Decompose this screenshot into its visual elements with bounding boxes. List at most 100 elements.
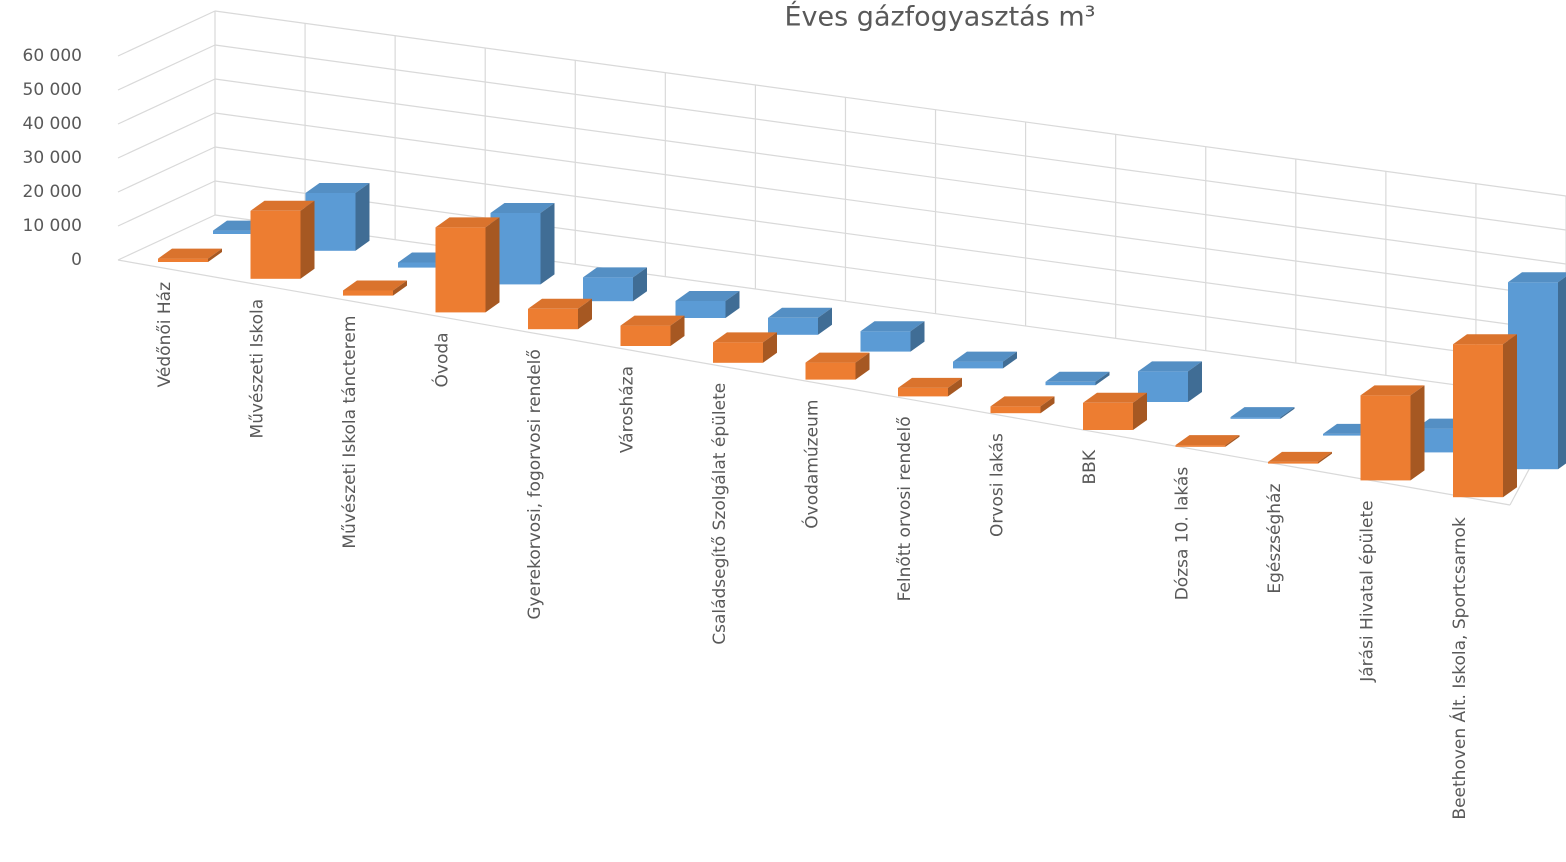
grid-line [117,214,216,261]
bar [768,307,832,335]
bar-top [528,298,592,309]
bar [898,377,962,397]
bar-top [1360,385,1425,396]
x-tick-label: Gyerekorvosi, fogorvosi rendelő [525,349,545,619]
bar-side [763,332,777,363]
bar-top [1453,334,1517,345]
bar-side [1225,435,1240,447]
bar-side [1318,451,1332,464]
bar-side [578,298,592,330]
bar-side [1410,385,1425,481]
bar-top [990,396,1055,407]
x-tick-label: Családsegítő Szolgálat épülete [710,383,730,645]
bar-front [1360,395,1411,481]
bar-side [1558,276,1566,470]
bar [1268,451,1332,464]
x-tick-label: BBK [1080,449,1100,484]
bar-front [860,331,911,352]
y-tick-label: 10 000 [23,216,82,236]
grid-line [117,146,216,193]
x-tick-label: Művészeti Iskola táncterem [340,316,360,549]
bar [1230,407,1295,419]
bar-side [485,217,500,313]
bar-top [953,351,1017,362]
bar [1453,334,1517,498]
y-tick-label: 0 [71,250,82,270]
bar-top [435,217,500,228]
bar-top [713,332,777,343]
bar-side [633,267,647,302]
bar [1138,361,1202,402]
bar [1360,385,1425,481]
x-tick-label: Orvosi lakás [988,433,1008,537]
bar-side [300,200,315,279]
bar-side [1280,407,1295,419]
bar-front [343,290,393,296]
bar-side [208,248,222,262]
bar-top [898,377,962,388]
bar-front [1323,433,1373,436]
bar-side [1133,392,1147,430]
x-tick-label: Egészségház [1265,484,1285,594]
y-tick-label: 50 000 [23,80,82,100]
bar-front [713,342,763,363]
bar-front [1045,381,1096,386]
bar [620,315,685,346]
bar-front [805,362,856,380]
x-tick-label: Művészeti Iskola [248,299,268,439]
grid-line [117,78,216,125]
grid-line [117,44,216,91]
y-tick-label: 60 000 [23,46,82,66]
bar-top [343,280,407,291]
x-tick-label: Óvoda [431,332,453,387]
y-tick-label: 30 000 [23,148,82,168]
grid-line [214,112,1566,299]
bar [305,183,370,251]
bar-top [1045,371,1110,382]
bar-top [583,267,647,278]
x-tick-label: Dózsa 10. lakás [1173,467,1193,601]
bar-top [490,203,555,213]
bar-side [910,321,925,352]
bar-front [528,308,578,330]
grid-line [117,10,216,57]
bar-front [1230,417,1281,419]
bar-top [675,291,740,301]
bar-top [158,248,222,259]
bar-top [860,321,925,332]
bar-front [213,230,263,234]
bar-front [583,277,633,302]
bar [713,332,777,363]
bar-side [725,291,740,318]
bar-side [393,280,407,296]
bar-top [768,307,832,318]
chart-title: Éves gázfogyasztás m³ [785,1,1096,33]
bar-front [675,301,726,318]
bar [1175,435,1240,447]
bar-top [1508,272,1566,283]
bar-top [1230,407,1295,418]
bar-top [1175,435,1240,446]
bar-top [1083,392,1147,403]
grid-line [214,180,1566,367]
x-tick-label: Óvodamúzeum [801,400,823,529]
bar-front [990,406,1041,414]
bar-side [1003,351,1017,369]
x-tick-label: Felnőtt orvosi rendelő [895,416,915,601]
bar [990,396,1055,414]
grid-line [214,10,1566,197]
bar-top [305,183,370,193]
floor-edge [117,259,1511,506]
grid-line [214,44,1566,231]
bar [343,280,407,296]
bar-side [948,377,962,397]
bar-side [1040,396,1055,414]
x-tick-label: Városháza [618,366,638,453]
x-tick-label: Védőnői Ház [155,282,175,387]
bar-side [1503,334,1517,498]
bar [953,351,1017,369]
bar-side [818,307,832,335]
bar-side [855,352,870,380]
bar-front [435,227,486,313]
bar-side [540,203,555,285]
